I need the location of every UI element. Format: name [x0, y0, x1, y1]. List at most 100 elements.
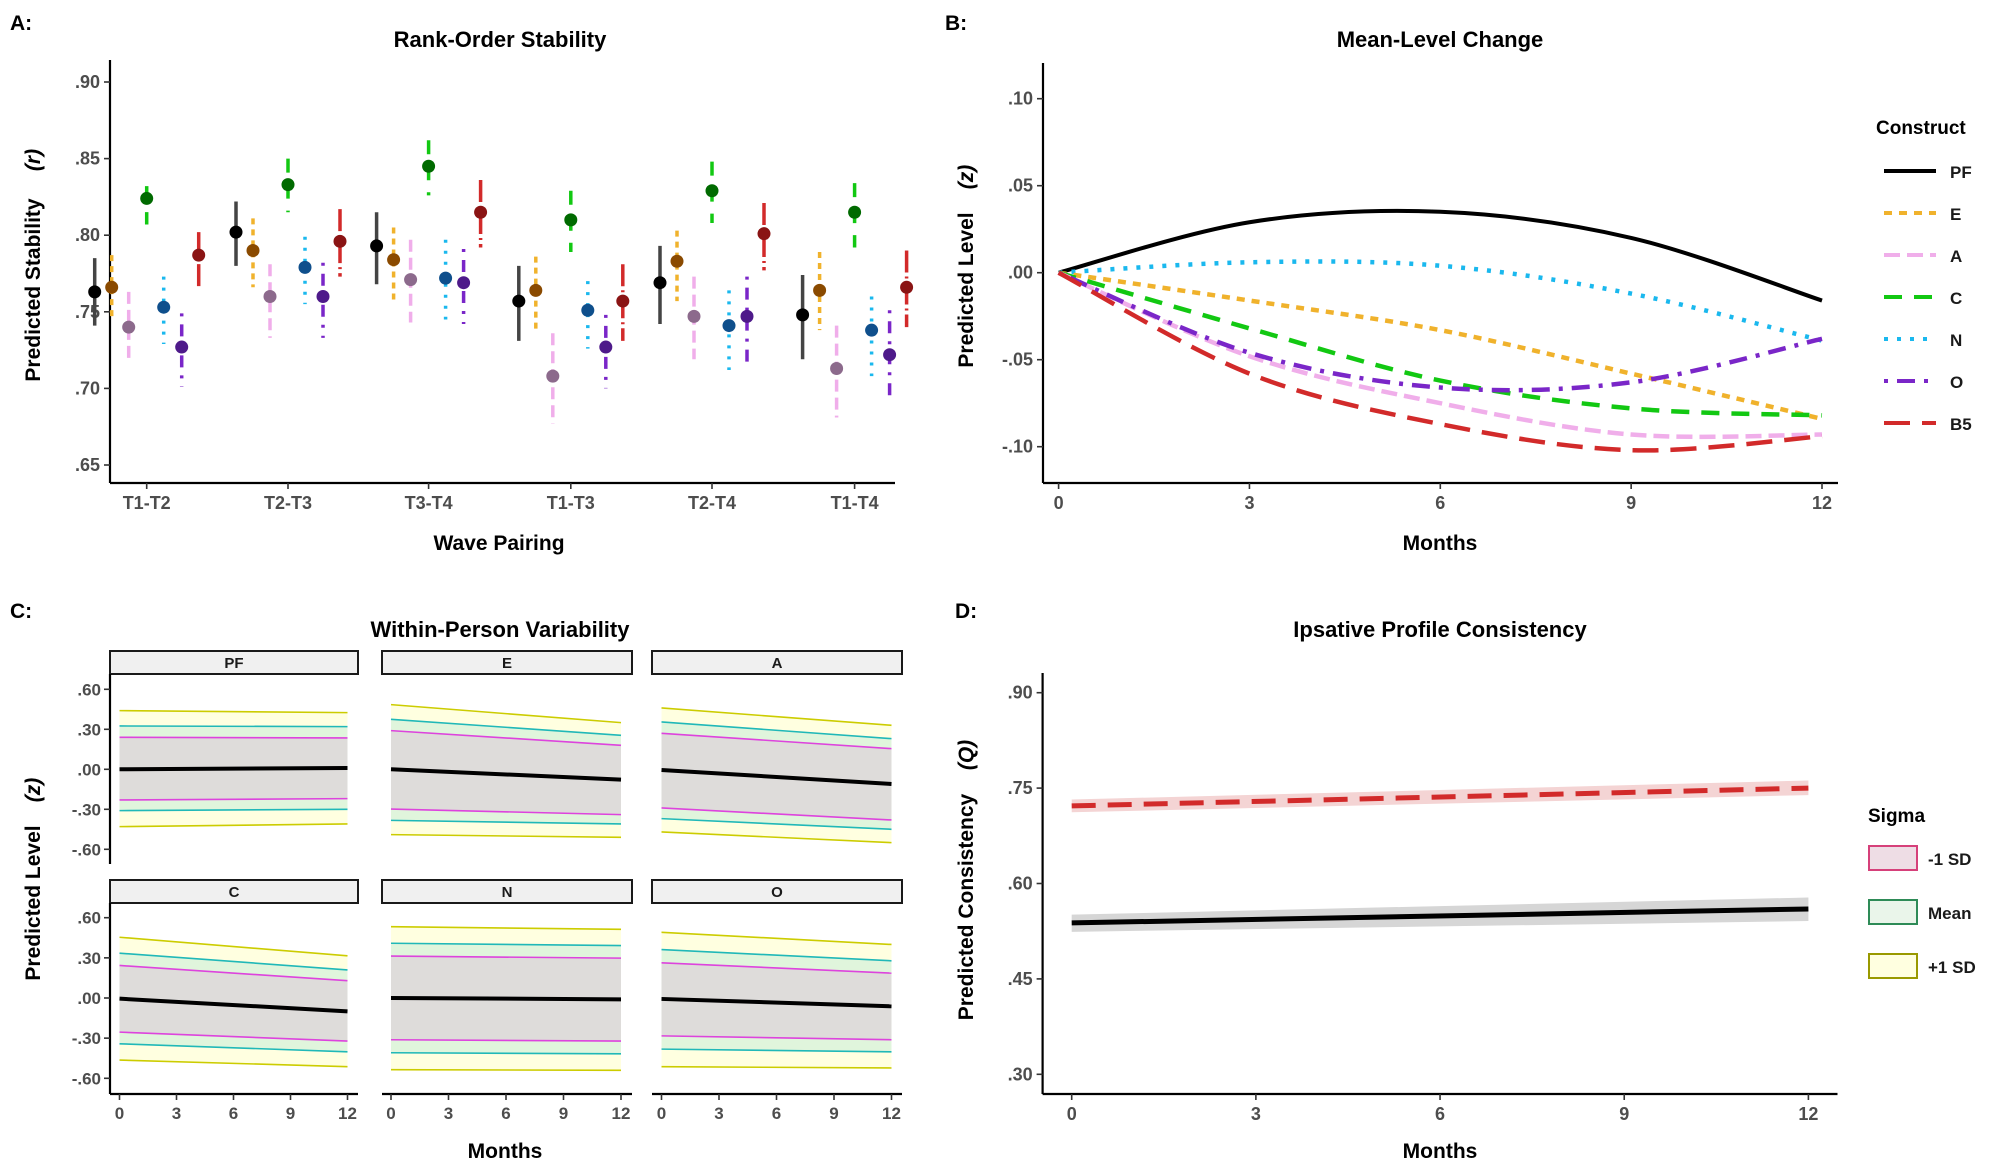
- panel-label-a: A:: [10, 12, 32, 35]
- panel-b-x-tick-label: 3: [1244, 493, 1254, 513]
- panel-b-x-tick-label: 12: [1812, 493, 1832, 513]
- facet-pf: PF -.60 -.30 .00 .30 .60: [72, 650, 359, 864]
- panel-a-y-tick-label: .80: [75, 225, 100, 245]
- point-b5: [474, 205, 488, 219]
- panel-d-y-tick-label: .90: [1008, 683, 1033, 703]
- facet-strip: [109, 650, 359, 675]
- panel-a-y-tick-label: .70: [75, 378, 100, 398]
- point-a: [830, 361, 844, 375]
- facet-y-tick-label: -.60: [72, 1069, 101, 1088]
- panel-c-ylabel-symbol: (z): [22, 778, 45, 803]
- facet-y-tick-label: -.30: [72, 800, 101, 819]
- point-a: [687, 309, 701, 323]
- panel-b-y-tick-label: .00: [1008, 263, 1033, 283]
- panel-b-ylabel-group: Predicted Level (z): [955, 165, 978, 368]
- point-o: [175, 340, 189, 354]
- point-b5: [900, 280, 914, 294]
- panel-b-xlabel: Months: [1403, 532, 1478, 555]
- legend-label-n: N: [1950, 331, 1962, 350]
- panel-a-ylabel-symbol: (r): [22, 149, 45, 171]
- facet-x-tick-label: 9: [829, 1104, 838, 1123]
- panel-c-within-person-variability: PF -.60 -.30 .00 .30 .60 E A C -.60 -.30 .00 .30 .60 0…: [72, 650, 903, 1123]
- edge-mean-lower: [661, 1048, 892, 1053]
- panel-d-x-tick-label: 0: [1067, 1104, 1077, 1124]
- panel-d-ipsative-profile-consistency: .30 .45 .60 .75 .90 0 3 6 9 12: [1008, 673, 1838, 1124]
- facet-c: C -.60 -.30 .00 .30 .60 0 3 6 9 12: [72, 879, 359, 1123]
- facet-x-tick-label: 3: [444, 1104, 453, 1123]
- panel-b-x-tick-label: 6: [1435, 493, 1445, 513]
- panel-b-y-tick-label: -.10: [1002, 437, 1033, 457]
- panel-d-x-tick-label: 9: [1619, 1104, 1629, 1124]
- panel-a-x-tick-label: T1-T2: [123, 493, 171, 513]
- panel-c-xlabel: Months: [468, 1140, 543, 1163]
- edge-plus-1sd-lower: [390, 1068, 622, 1072]
- point-b5: [616, 294, 630, 308]
- facet-strip-label: PF: [224, 655, 243, 672]
- panel-a-x-tick-label: T3-T4: [405, 493, 453, 513]
- legend-label-e: E: [1950, 205, 1961, 224]
- legend-sigma-label-2: +1 SD: [1928, 958, 1976, 977]
- ipsative-black-line: [1071, 906, 1809, 926]
- point-pf: [370, 239, 384, 253]
- facet-x-tick-label: 0: [386, 1104, 395, 1123]
- panel-a-ylabel: Predicted Stability: [22, 198, 45, 382]
- point-e: [246, 244, 260, 258]
- facet-a: A: [651, 650, 903, 844]
- line-n: [1058, 259, 1823, 343]
- facet-strip: [381, 879, 633, 904]
- edge-minus-1sd-upper: [390, 729, 622, 747]
- edge-mean-lower: [119, 808, 348, 812]
- panel-b-y-tick-label: .05: [1008, 176, 1033, 196]
- panel-b-y-tick-label: .10: [1008, 89, 1033, 109]
- edge-plus-1sd-lower: [661, 1065, 892, 1069]
- edge-minus-1sd-lower: [390, 808, 622, 816]
- edge-minus-1sd-upper: [390, 955, 622, 959]
- panel-a-x-tick-label: T2-T3: [264, 493, 312, 513]
- legend-construct-title: Construct: [1876, 118, 1966, 139]
- edge-plus-1sd-upper: [390, 925, 622, 931]
- facet-e: E: [381, 650, 633, 839]
- point-e: [529, 283, 543, 297]
- edge-minus-1sd-lower: [661, 1035, 892, 1041]
- panel-d-y-tick-label: .60: [1008, 874, 1033, 894]
- point-pf: [512, 294, 526, 308]
- panel-a-y-tick-label: .85: [75, 149, 100, 169]
- edge-mean-upper: [390, 942, 622, 947]
- panel-a-y-tick-label: .65: [75, 455, 100, 475]
- facet-x-tick-label: 6: [229, 1104, 238, 1123]
- mean-line: [390, 767, 622, 782]
- point-pf: [229, 225, 243, 239]
- edge-minus-1sd-upper: [661, 732, 892, 750]
- panel-c-title: Within-Person Variability: [371, 617, 631, 642]
- facet-y-tick-label: -.60: [72, 840, 101, 859]
- panel-c-ylabel-group: Predicted Level (z): [22, 778, 45, 981]
- point-e: [105, 280, 119, 294]
- panel-a-xlabel: Wave Pairing: [433, 532, 564, 555]
- line-c: [1057, 270, 1823, 418]
- facet-x-tick-label: 6: [501, 1104, 510, 1123]
- edge-mean-upper: [661, 721, 892, 740]
- facet-strip: [651, 650, 903, 675]
- line-e: [1058, 270, 1823, 422]
- legend-sigma-key-0: [1868, 845, 1918, 871]
- facet-strip: [109, 879, 359, 904]
- facet-strip: [381, 650, 633, 675]
- edge-mean-lower: [390, 1051, 622, 1055]
- facet-strip-label: C: [229, 884, 240, 901]
- facet-x-tick-label: 12: [612, 1104, 631, 1123]
- facet-x-tick-label: 6: [772, 1104, 781, 1123]
- edge-plus-1sd-lower: [119, 1059, 348, 1068]
- point-n: [722, 319, 736, 333]
- legend-construct: Construct PF E A C N O B5: [1876, 118, 1972, 434]
- point-c: [705, 184, 719, 198]
- panel-label-d: D:: [955, 600, 977, 623]
- facet-strip-label: N: [502, 884, 513, 901]
- panel-b-x-tick-label: 9: [1626, 493, 1636, 513]
- point-pf: [88, 285, 102, 299]
- panel-a-title: Rank-Order Stability: [394, 27, 607, 52]
- facet-y-tick-label: .60: [77, 680, 101, 699]
- panel-d-y-tick-label: .75: [1008, 778, 1033, 798]
- edge-minus-1sd-lower: [390, 1038, 622, 1042]
- legend-label-a: A: [1950, 247, 1962, 266]
- legend-sigma-title: Sigma: [1868, 806, 1925, 827]
